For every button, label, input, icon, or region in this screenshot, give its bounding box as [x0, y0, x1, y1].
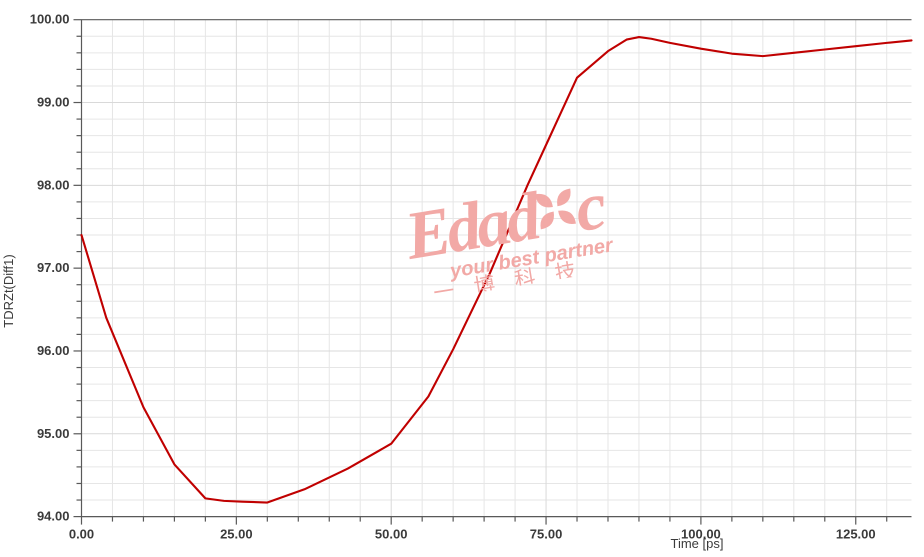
svg-text:0.00: 0.00 [69, 527, 94, 542]
svg-text:99.00: 99.00 [37, 95, 70, 110]
svg-text:97.00: 97.00 [37, 260, 70, 275]
svg-text:96.00: 96.00 [37, 343, 70, 358]
svg-text:50.00: 50.00 [375, 527, 408, 542]
svg-text:125.00: 125.00 [836, 527, 876, 542]
svg-text:25.00: 25.00 [220, 527, 253, 542]
svg-text:95.00: 95.00 [37, 426, 70, 441]
svg-text:98.00: 98.00 [37, 177, 70, 192]
svg-text:94.00: 94.00 [37, 509, 70, 524]
svg-text:100.00: 100.00 [30, 12, 70, 27]
svg-text:75.00: 75.00 [530, 527, 563, 542]
